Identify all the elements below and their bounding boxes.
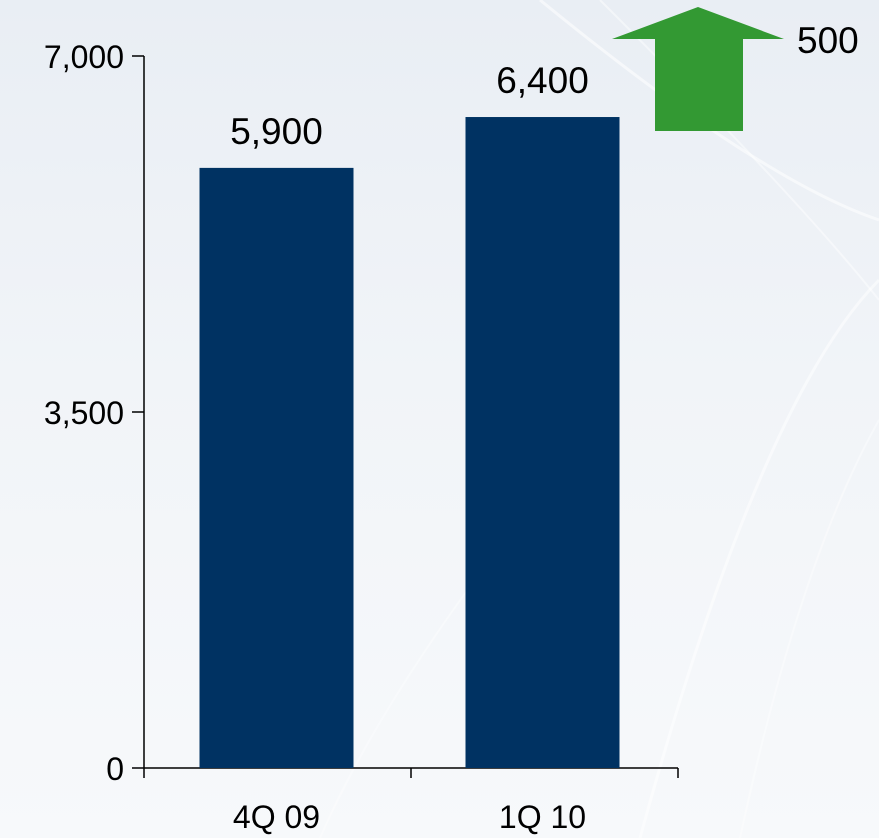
bars-group bbox=[200, 117, 620, 768]
bar-value-label: 6,400 bbox=[496, 60, 589, 101]
increase-annotation: 500 bbox=[612, 7, 859, 131]
y-tick-label: 7,000 bbox=[44, 39, 124, 75]
bar bbox=[200, 168, 354, 768]
x-category-label: 1Q 10 bbox=[499, 799, 586, 835]
bar-value-label: 5,900 bbox=[230, 111, 323, 152]
up-arrow-icon bbox=[612, 7, 784, 131]
y-tick-label: 3,500 bbox=[44, 395, 124, 431]
increase-value-label: 500 bbox=[797, 20, 859, 61]
y-tick-label: 0 bbox=[106, 751, 124, 787]
x-category-label: 4Q 09 bbox=[233, 799, 320, 835]
bar bbox=[466, 117, 620, 768]
x-axis bbox=[144, 768, 678, 778]
y-axis: 0 3,500 7,000 bbox=[44, 39, 144, 787]
